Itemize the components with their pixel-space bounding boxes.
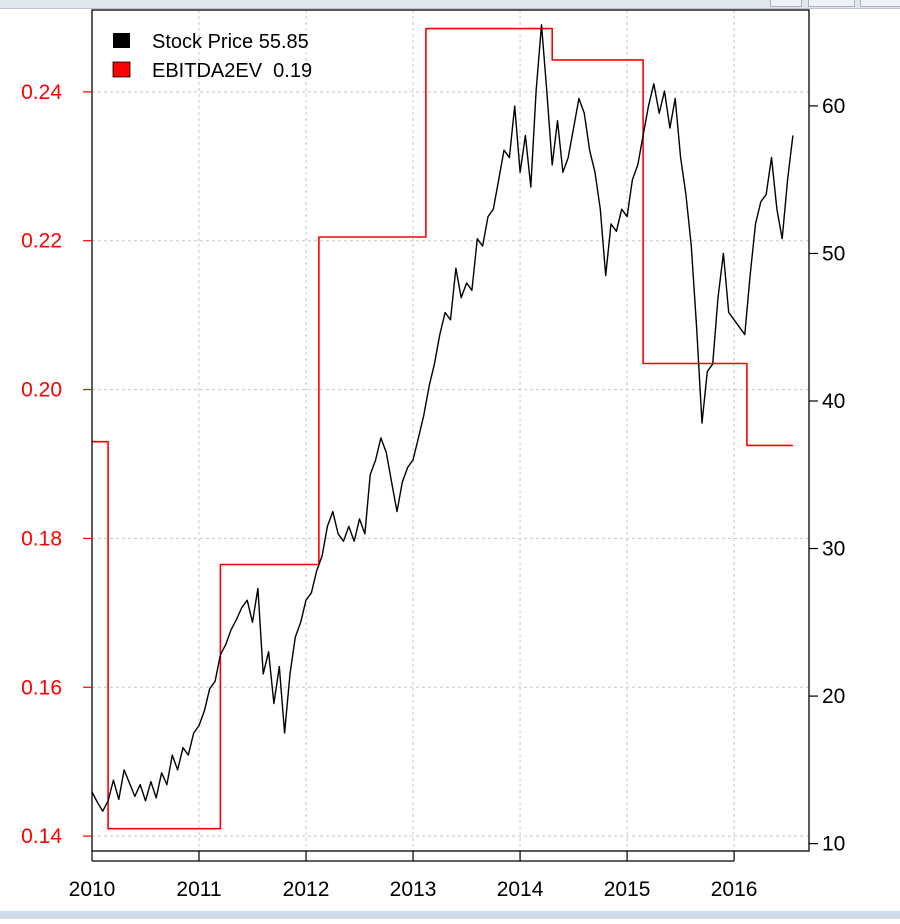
right-tick-label: 30 xyxy=(822,538,845,561)
left-tick-label: 0.14 xyxy=(21,825,62,848)
right-tick-label: 40 xyxy=(822,390,845,413)
x-tick-label: 2011 xyxy=(176,878,221,901)
window-control-stub xyxy=(808,0,855,7)
plot-frame xyxy=(91,9,810,852)
x-tick-label: 2015 xyxy=(604,878,651,901)
x-tick-label: 2012 xyxy=(283,878,330,901)
left-tick-label: 0.18 xyxy=(21,527,62,550)
window-control-stub xyxy=(770,0,802,7)
window-control-stub xyxy=(860,0,900,7)
right-tick-label: 20 xyxy=(822,685,845,708)
series-line-stock-price xyxy=(91,24,794,812)
right-tick-label: 50 xyxy=(822,242,845,265)
window-top-bar xyxy=(0,0,900,9)
legend-label-stock-price: Stock Price 55.85 xyxy=(152,31,309,53)
left-tick-label: 0.20 xyxy=(21,379,62,402)
x-tick-label: 2010 xyxy=(69,878,116,901)
series-lines xyxy=(91,24,794,830)
window-bottom-bar xyxy=(0,911,900,919)
left-tick-label: 0.16 xyxy=(21,676,62,699)
x-axis: 2010 2011 2012 2013 2014 2015 2016 xyxy=(69,851,758,901)
legend-label-ebitda2ev: EBITDA2EV 0.19 xyxy=(152,60,312,82)
legend: Stock Price 55.85 EBITDA2EV 0.19 xyxy=(112,31,312,82)
right-tick-label: 60 xyxy=(822,95,845,118)
x-tick-label: 2013 xyxy=(390,878,437,901)
legend-swatch-ebitda2ev xyxy=(112,61,131,78)
series-line-ebitda2ev xyxy=(92,27,793,830)
left-tick-label: 0.24 xyxy=(21,81,62,104)
legend-swatch-stock-price xyxy=(113,33,130,48)
x-tick-label: 2016 xyxy=(711,878,758,901)
right-axis: 10 20 30 40 50 60 xyxy=(809,95,845,856)
grid-lines xyxy=(91,10,809,851)
left-axis: 0.14 0.16 0.18 0.20 0.22 0.24 xyxy=(21,81,92,848)
left-tick-label: 0.22 xyxy=(21,230,62,253)
right-tick-label: 10 xyxy=(822,833,845,856)
x-tick-label: 2014 xyxy=(497,878,544,901)
